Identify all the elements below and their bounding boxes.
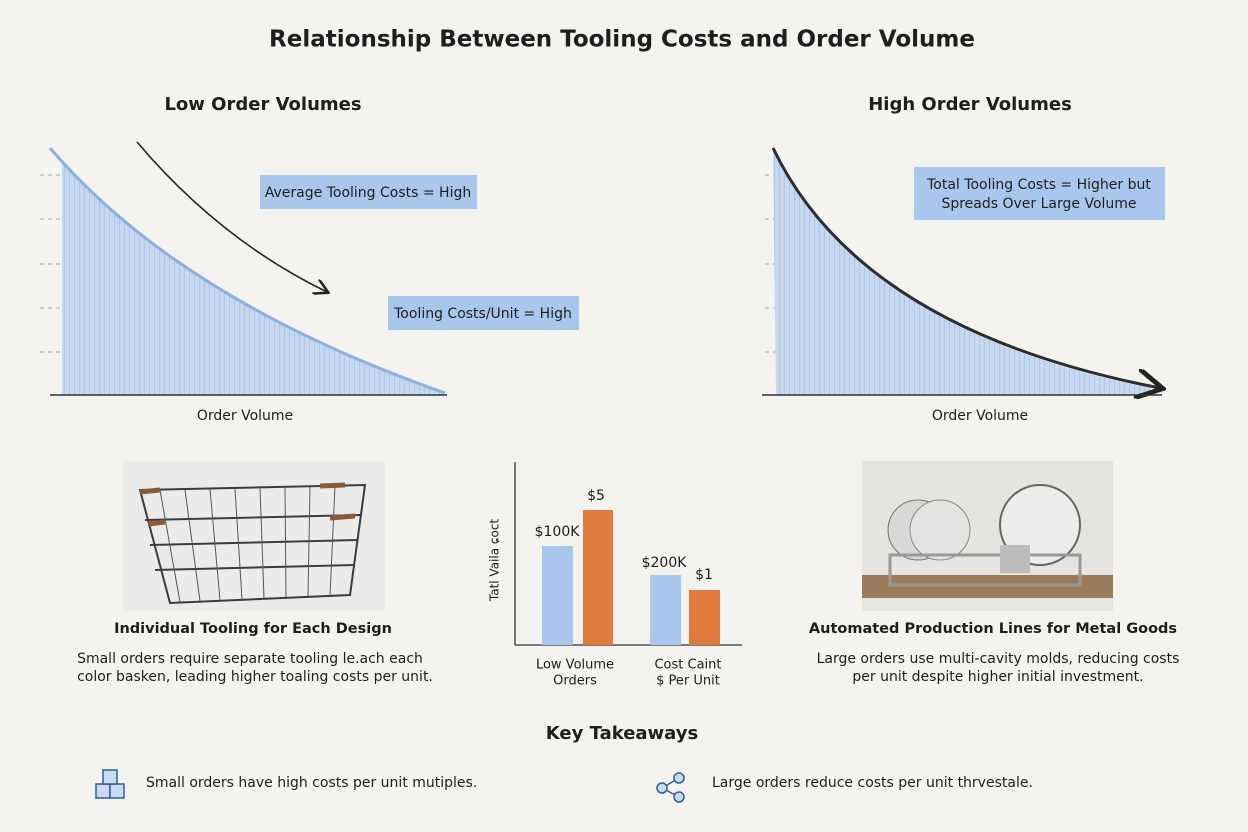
label-box [914,167,1165,220]
card-text: Small orders require separate tooling le… [77,651,423,667]
category: Cost Caint [654,658,721,673]
basket-image [123,461,385,611]
area [50,148,445,395]
axis-label: Order Volume [197,408,293,424]
takeaway: Small orders have high costs per unit mu… [146,775,477,791]
category: Orders [553,674,597,689]
bar-label: $200K [642,555,688,571]
panel-title: Low Order Volumes [164,94,361,115]
kitchen-image [862,461,1113,611]
bar [689,590,720,645]
label-box [388,296,579,330]
bar-label: $100K [535,524,581,540]
box-text: Tooling Costs/Unit = High [393,306,572,322]
card-text: per unit despite higher initial investme… [852,669,1143,685]
bar [583,510,613,645]
box-text: Total Tooling Costs = Higher but [926,177,1151,193]
panel-title: High Order Volumes [868,94,1072,115]
bar-label: $1 [695,567,713,583]
caption: Automated Production Lines for Metal Goo… [809,621,1177,637]
label-box [260,175,477,209]
network-icon [656,772,685,803]
category: Low Volume [536,658,614,673]
takeaway: Large orders reduce costs per unit thrve… [712,775,1033,791]
bar-label: $5 [587,488,605,504]
bar [650,575,681,645]
cube-icon [95,769,125,799]
curve [48,147,446,395]
axis-label: Order Volume [932,408,1028,424]
guides [40,174,62,353]
caption: Individual Tooling for Each Design [114,621,392,637]
area [773,148,1150,395]
box-text: Spreads Over Large Volume [941,196,1136,212]
bar-chart: Tatl Vaila ɕoct $100K $5 $200K $1 Low Vo… [488,462,742,689]
box-text: Average Tooling Costs = High [265,185,471,201]
category: $ Per Unit [656,674,720,689]
y-label: Tatl Vaila ɕoct [488,519,502,603]
bar [542,546,573,645]
takeaways-title: Key Takeaways [546,723,698,744]
title: Relationship Between Tooling Costs and O… [269,27,975,53]
card-text: Large orders use multi-cavity molds, red… [817,651,1180,667]
card-text: color basken, leading higher toaling cos… [77,669,433,685]
arrow [136,141,327,292]
curve [771,147,1160,388]
